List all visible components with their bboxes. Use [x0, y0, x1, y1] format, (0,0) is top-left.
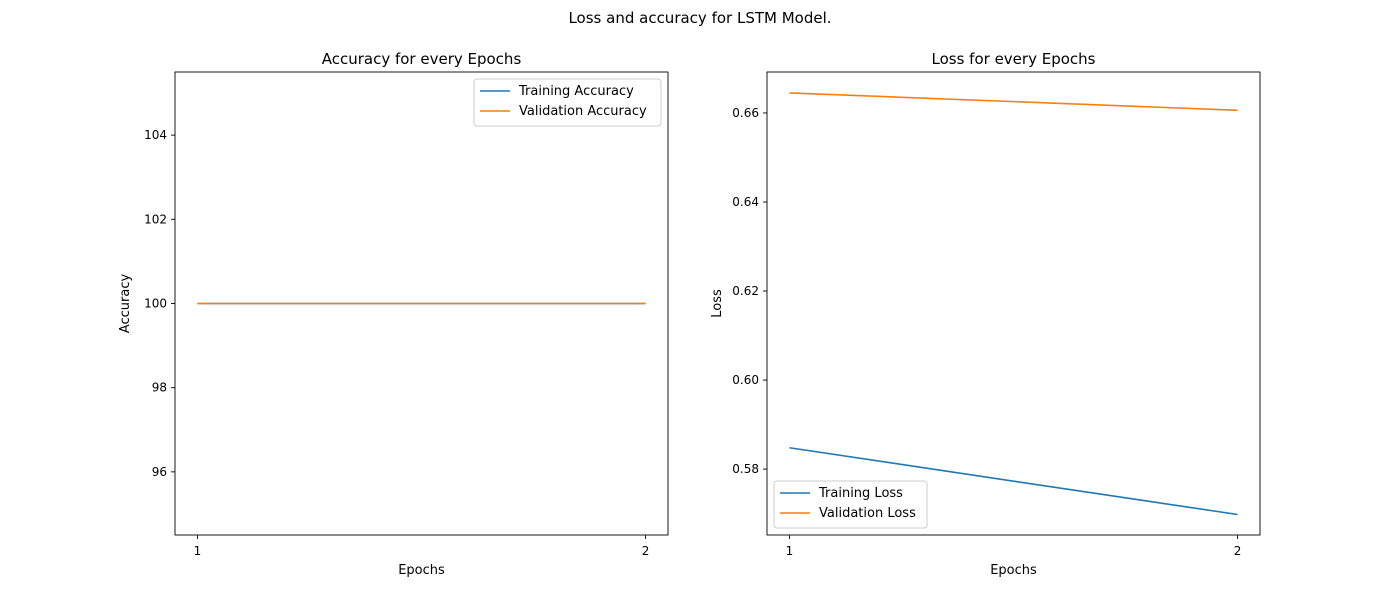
y-tick-label: 0.66: [732, 106, 759, 120]
y-tick-label: 98: [152, 381, 167, 395]
y-tick-label: 102: [144, 212, 167, 226]
y-tick-label: 0.60: [732, 373, 759, 387]
y-tick-label: 96: [152, 465, 167, 479]
subplot-title: Accuracy for every Epochs: [322, 50, 522, 68]
series-line-training-loss: [789, 446, 1238, 516]
axes-frame: [766, 71, 1261, 536]
y-tick-label: 0.62: [732, 284, 759, 298]
x-tick-label: 2: [642, 544, 650, 558]
legend-box: [773, 480, 928, 529]
legend-label: Training Loss: [818, 486, 903, 501]
legend-box: [473, 78, 662, 127]
y-axis-label: Loss: [710, 289, 725, 318]
series-line-validation-loss: [789, 92, 1238, 112]
y-axis-label: Accuracy: [118, 274, 133, 334]
figure-suptitle: Loss and accuracy for LSTM Model.: [568, 9, 832, 27]
legend-label: Validation Accuracy: [519, 104, 647, 119]
subplot-2: Loss for every Epochs 1 2 0.58 0.60 0.62 0.64 0…: [710, 50, 1261, 578]
y-tick-label: 104: [144, 128, 167, 142]
y-tick-label: 0.64: [732, 195, 759, 209]
legend: Training Accuracy Validation Accuracy: [473, 78, 662, 127]
y-tick-label: 100: [144, 297, 167, 311]
subplot-1: Accuracy for every Epochs 1 2 96 98 100 102 104…: [118, 50, 669, 578]
legend: Training Loss Validation Loss: [773, 480, 928, 529]
x-axis-label: Epochs: [990, 563, 1037, 578]
legend-label: Training Accuracy: [518, 84, 634, 99]
x-tick-label: 1: [194, 544, 202, 558]
subplot-title: Loss for every Epochs: [932, 50, 1096, 68]
x-tick-label: 1: [786, 544, 794, 558]
y-tick-label: 0.58: [732, 462, 759, 476]
x-tick-label: 2: [1234, 544, 1242, 558]
x-axis-label: Epochs: [398, 563, 445, 578]
legend-label: Validation Loss: [819, 506, 916, 521]
